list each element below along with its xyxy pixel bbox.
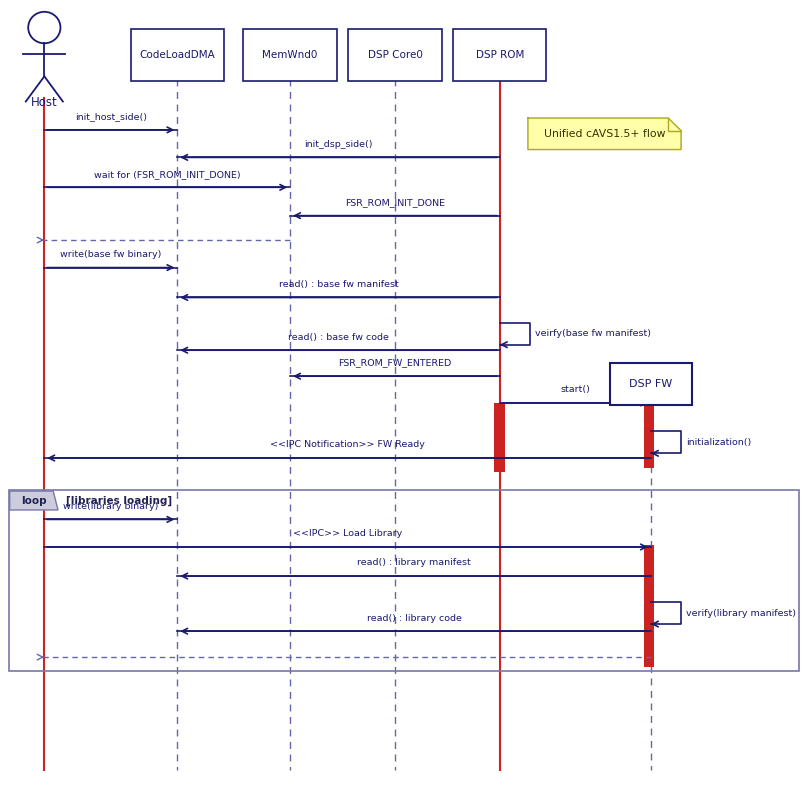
Text: read() : base fw manifest: read() : base fw manifest: [279, 280, 398, 289]
Text: init_host_side(): init_host_side(): [75, 113, 147, 121]
Text: DSP ROM: DSP ROM: [476, 50, 524, 60]
Text: Unified cAVS1.5+ flow: Unified cAVS1.5+ flow: [544, 129, 665, 139]
Text: wait for (FSR_ROM_INIT_DONE): wait for (FSR_ROM_INIT_DONE): [94, 170, 240, 179]
Text: start(): start(): [560, 386, 590, 394]
Text: read() : library code: read() : library code: [367, 614, 462, 623]
Text: initialization(): initialization(): [687, 438, 751, 447]
Text: write(library binary): write(library binary): [63, 502, 159, 511]
FancyBboxPatch shape: [348, 29, 442, 81]
Text: MemWnd0: MemWnd0: [263, 50, 318, 60]
Text: init_dsp_side(): init_dsp_side(): [305, 140, 372, 149]
Text: verify(library manifest): verify(library manifest): [687, 608, 796, 618]
FancyBboxPatch shape: [243, 29, 337, 81]
Text: [libraries loading]: [libraries loading]: [66, 495, 172, 506]
Text: DSP FW: DSP FW: [629, 379, 672, 389]
FancyBboxPatch shape: [131, 29, 224, 81]
Text: <<IPC Notification>> FW Ready: <<IPC Notification>> FW Ready: [270, 441, 425, 449]
Text: FSR_ROM_INIT_DONE: FSR_ROM_INIT_DONE: [345, 198, 445, 207]
Text: read() : base fw code: read() : base fw code: [288, 333, 389, 342]
Text: CodeLoadDMA: CodeLoadDMA: [139, 50, 215, 60]
FancyBboxPatch shape: [610, 363, 692, 405]
Text: <<IPC>> Load Library: <<IPC>> Load Library: [293, 530, 402, 538]
Text: write(base fw binary): write(base fw binary): [60, 250, 161, 259]
Text: veirfy(base fw manifest): veirfy(base fw manifest): [535, 329, 651, 338]
Bar: [644, 401, 654, 468]
Polygon shape: [10, 491, 58, 510]
Text: Host: Host: [31, 96, 58, 109]
Text: DSP Core0: DSP Core0: [368, 50, 422, 60]
Text: FSR_ROM_FW_ENTERED: FSR_ROM_FW_ENTERED: [339, 359, 451, 368]
Text: loop: loop: [21, 496, 47, 505]
FancyBboxPatch shape: [453, 29, 546, 81]
Text: read() : library manifest: read() : library manifest: [357, 559, 471, 567]
Bar: [495, 403, 505, 472]
Bar: [644, 545, 654, 667]
Polygon shape: [528, 118, 681, 150]
